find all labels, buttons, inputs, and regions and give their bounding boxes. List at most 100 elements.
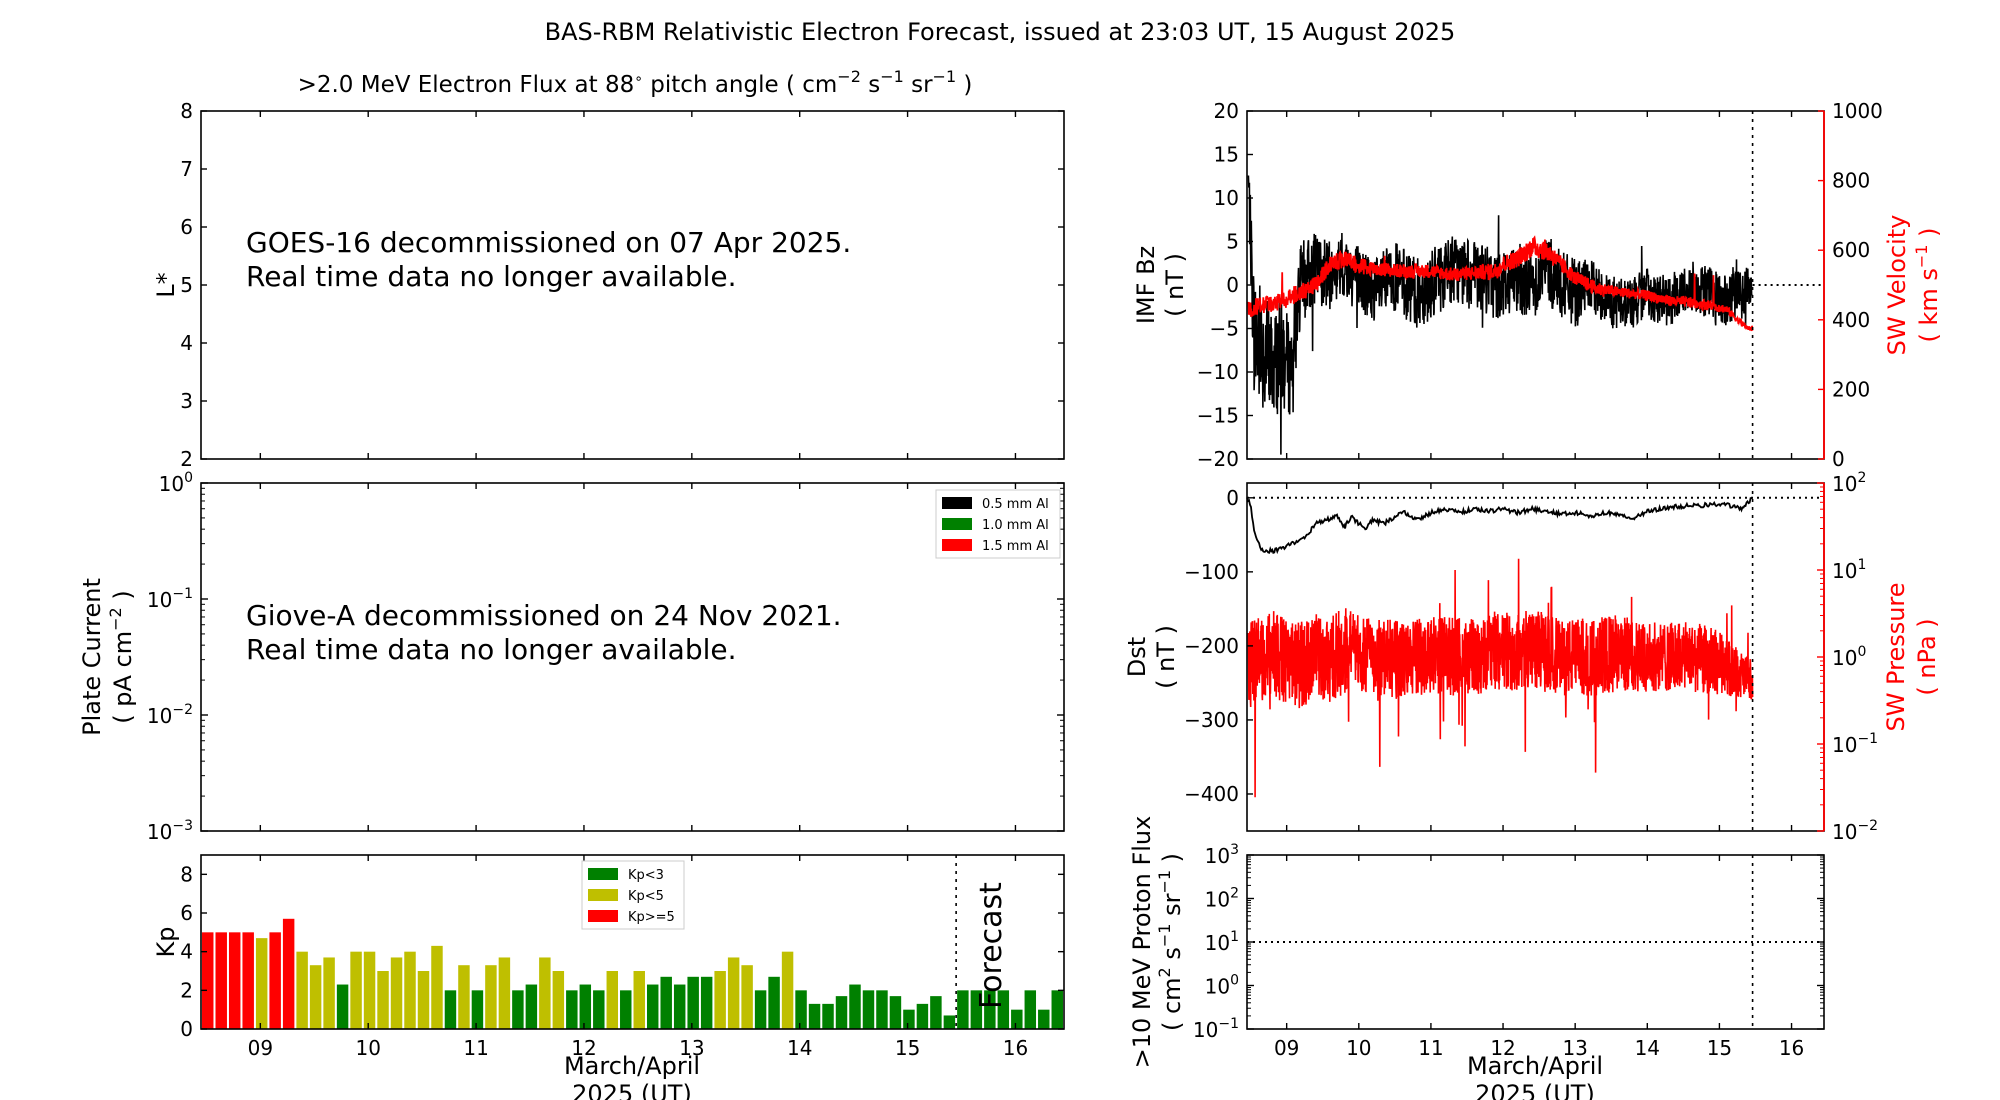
proton-ytick-exp-0: 3: [1230, 842, 1239, 858]
electron-flux-ticks: 2 3 4 5 6 7 8: [180, 99, 1064, 471]
kp-bar-52: [903, 1009, 915, 1029]
kp-bar-49: [862, 990, 875, 1029]
kp-bar-50: [876, 990, 888, 1029]
kp-bar-55: [943, 1015, 956, 1029]
kp-bar-11: [350, 951, 362, 1029]
kp-bar-25: [539, 957, 551, 1029]
sw-pressure-ytick-exp-1: 1: [1857, 557, 1866, 573]
proton-ytick-exp-4: −1: [1218, 1016, 1239, 1032]
kp-xlabel-line1: March/April: [564, 1052, 700, 1080]
proton-xtick-label-5: 14: [1635, 1036, 1660, 1060]
sw-pressure-ytick-base-4: 10: [1832, 820, 1857, 844]
plate-current-ytick-base-3: 10: [147, 820, 172, 844]
kp-bar-10: [336, 984, 349, 1029]
kp-xtick-label-0: 09: [248, 1036, 273, 1060]
kp-bar-42: [768, 976, 780, 1029]
kp-bar-19: [458, 965, 470, 1029]
imf-ytick-label-6: −10: [1197, 360, 1239, 384]
proton-ylabel-line2: ( cm2 s−1 sr−1 ): [1155, 853, 1186, 1031]
sw-velocity-ytick-label-0: 1000: [1832, 99, 1883, 123]
kp-bar-23: [512, 990, 524, 1029]
kp-bar-29: [593, 990, 605, 1029]
imf-ytick-label-5: −5: [1210, 317, 1239, 341]
electron-flux-title: >2.0 MeV Electron Flux at 88∘ pitch angl…: [298, 67, 973, 98]
proton-xtick-label-6: 15: [1707, 1036, 1732, 1060]
dst-ytick-label-2: −200: [1184, 634, 1239, 658]
plate-current-ytick-base-1: 10: [147, 588, 172, 612]
kp-bar-3: [242, 932, 254, 1029]
plate-current-ytick-exp-2: −2: [172, 702, 193, 718]
kp-ytick-label-0: 0: [180, 1017, 193, 1041]
kp-bar-48: [849, 984, 861, 1029]
kp-xtick-label-7: 16: [1003, 1036, 1028, 1060]
sw-pressure-ytick-exp-3: −1: [1857, 731, 1878, 747]
imf-ytick-label-2: 10: [1214, 186, 1239, 210]
proton-ytick-exp-3: 0: [1230, 973, 1239, 989]
electron-flux-notice-line2: Real time data no longer available.: [246, 260, 737, 293]
kp-bar-32: [633, 971, 645, 1029]
legend-label-kp-lt5: Kp<5: [628, 889, 664, 904]
sw-pressure-ytick-label-2: 100: [1832, 644, 1866, 670]
kp-bar-40: [741, 965, 753, 1029]
kp-xtick-label-3: 12: [571, 1036, 596, 1060]
kp-xtick-label-2: 11: [463, 1036, 488, 1060]
imf-bz-line: [1247, 175, 1753, 455]
kp-forecast-label: Forecast: [974, 882, 1009, 1009]
electron-flux-ytick-label-4: 6: [180, 215, 193, 239]
imf-ytick-label-4: 0: [1226, 273, 1239, 297]
kp-bar-46: [822, 1003, 834, 1029]
sw-pressure-ytick-base-1: 10: [1832, 559, 1857, 583]
kp-bar-53: [916, 1003, 929, 1029]
kp-bar-34: [660, 976, 672, 1029]
sw-velocity-ylabel-line1: SW Velocity: [1883, 215, 1911, 356]
kp-bar-16: [417, 971, 430, 1029]
kp-bar-47: [835, 996, 848, 1029]
kp-bar-12: [363, 951, 376, 1029]
legend-label-10mm: 1.0 mm Al: [982, 518, 1049, 533]
kp-bar-6: [282, 918, 295, 1029]
kp-bar-35: [673, 984, 686, 1029]
proton-xlabel-line2: 2025 (UT): [1475, 1080, 1595, 1100]
electron-flux-ylabel: L*: [152, 272, 180, 297]
legend-swatch-05mm: [942, 497, 972, 509]
plate-current-ytick-base-0: 10: [159, 472, 184, 496]
kp-axes: [200, 854, 1065, 1030]
kp-bar-24: [525, 984, 538, 1029]
dst-ylabel-line1: Dst: [1123, 637, 1151, 677]
kp-bar-33: [646, 984, 659, 1029]
electron-flux-panel: >2.0 MeV Electron Flux at 88∘ pitch angl…: [152, 67, 1065, 471]
plate-current-legend: 0.5 mm Al 1.0 mm Al 1.5 mm Al: [935, 489, 1061, 559]
imf-ytick-label-7: −15: [1197, 404, 1239, 428]
electron-flux-ytick-label-0: 2: [180, 447, 193, 471]
kp-bar-18: [444, 990, 457, 1029]
proton-ytick-label-2: 101: [1205, 929, 1239, 955]
sw-pressure-ytick-label-0: 102: [1832, 470, 1866, 496]
proton-ytick-label-1: 102: [1205, 886, 1239, 912]
legend-swatch-kp-lt3: [588, 868, 618, 880]
electron-flux-ytick-label-6: 8: [180, 99, 193, 123]
proton-ytick-base-3: 10: [1205, 975, 1230, 999]
figure-title: BAS-RBM Relativistic Electron Forecast, …: [545, 18, 1456, 46]
proton-ytick-label-3: 100: [1205, 973, 1239, 999]
imf-panel: 20 15 10 5 0 −5 −10 −15 −20 1000 800 600 400 200 0 IMF…: [1132, 99, 1943, 471]
electron-flux-ytick-label-3: 5: [180, 273, 193, 297]
sw-velocity-ylabel-line2: ( km s−1 ): [1912, 228, 1943, 343]
imf-ylabel-line1: IMF Bz: [1132, 246, 1160, 324]
sw-velocity-ytick-label-1: 800: [1832, 169, 1870, 193]
kp-ytick-label-2: 4: [180, 940, 193, 964]
legend-label-15mm: 1.5 mm Al: [982, 539, 1049, 554]
sw-velocity-ytick-label-3: 400: [1832, 308, 1870, 332]
proton-xtick-label-0: 09: [1274, 1036, 1299, 1060]
kp-ylabel: Kp: [152, 927, 180, 958]
electron-flux-notice-line1: GOES-16 decommissioned on 07 Apr 2025.: [246, 226, 851, 259]
legend-swatch-15mm: [942, 539, 972, 551]
dst-ytick-label-3: −300: [1184, 708, 1239, 732]
dst-line: [1246, 497, 1753, 555]
plate-current-ytick-label-0: 100: [159, 470, 193, 496]
imf-ytick-label-1: 15: [1214, 143, 1239, 167]
kp-bar-7: [296, 951, 308, 1029]
sw-velocity-ytick-label-2: 600: [1832, 238, 1870, 262]
